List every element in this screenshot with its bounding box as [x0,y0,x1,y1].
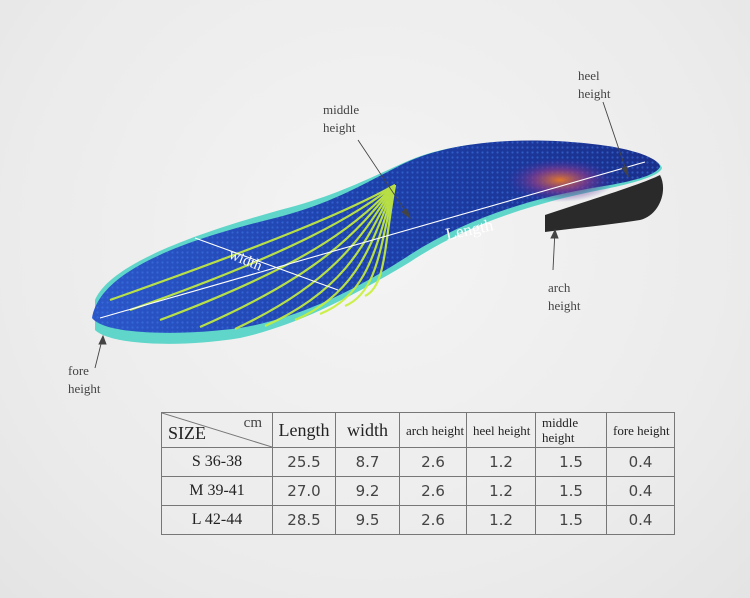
table-header-row: SIZE cm Length width arch height heel he… [161,412,675,448]
cell-fore-height: 0.4 [606,476,675,506]
pointer-arrows [94,101,629,369]
cell-length: 25.5 [272,447,336,477]
length-line [99,161,646,319]
row-size: M 39-41 [161,476,273,506]
heel-height-pointer [602,101,629,177]
row-size: S 36-38 [161,447,273,477]
middle-height-label: middle height [323,102,360,135]
cell-heel-height: 1.2 [466,447,536,477]
cell-width: 8.7 [335,447,400,477]
middle-height-pointer [357,139,411,219]
unit-header: cm [243,415,262,431]
cell-fore-height: 0.4 [606,505,675,535]
measure-lines [99,161,646,319]
cell-heel-height: 1.2 [466,476,536,506]
heel-pressure-zone [505,158,615,202]
cell-arch-height: 2.6 [399,447,467,477]
arch-height-label: arch height [548,280,581,313]
col-header-fore-height: fore height [606,412,675,448]
cell-arch-height: 2.6 [399,505,467,535]
table-row: L 42-44 28.5 9.5 2.6 1.2 1.5 0.4 [161,505,675,535]
col-header-width: width [335,412,400,448]
heel-cup-shell [545,175,664,232]
col-header-heel-height: heel height [466,412,536,448]
cell-heel-height: 1.2 [466,505,536,535]
cell-middle-height: 1.5 [535,476,607,506]
width-line [194,237,339,291]
cell-middle-height: 1.5 [535,447,607,477]
cell-fore-height: 0.4 [606,447,675,477]
cell-length: 28.5 [272,505,336,535]
fore-height-label: fore height [68,363,101,396]
arch-support-lines [109,184,397,330]
corner-diagonal [162,413,272,447]
cell-length: 27.0 [272,476,336,506]
col-header-middle-height: middle height [535,412,607,448]
table-row: S 36-38 25.5 8.7 2.6 1.2 1.5 0.4 [161,447,675,477]
cell-width: 9.2 [335,476,400,506]
table-corner-cell: SIZE cm [161,412,273,448]
heel-height-label: heel height [578,68,611,101]
col-header-length: Length [272,412,336,448]
row-size: L 42-44 [161,505,273,535]
cell-arch-height: 2.6 [399,476,467,506]
table-row: M 39-41 27.0 9.2 2.6 1.2 1.5 0.4 [161,476,675,506]
col-header-arch-height: arch height [399,412,467,448]
cell-width: 9.5 [335,505,400,535]
size-table: SIZE cm Length width arch height heel he… [161,412,675,535]
cell-middle-height: 1.5 [535,505,607,535]
size-header: SIZE [168,423,206,443]
